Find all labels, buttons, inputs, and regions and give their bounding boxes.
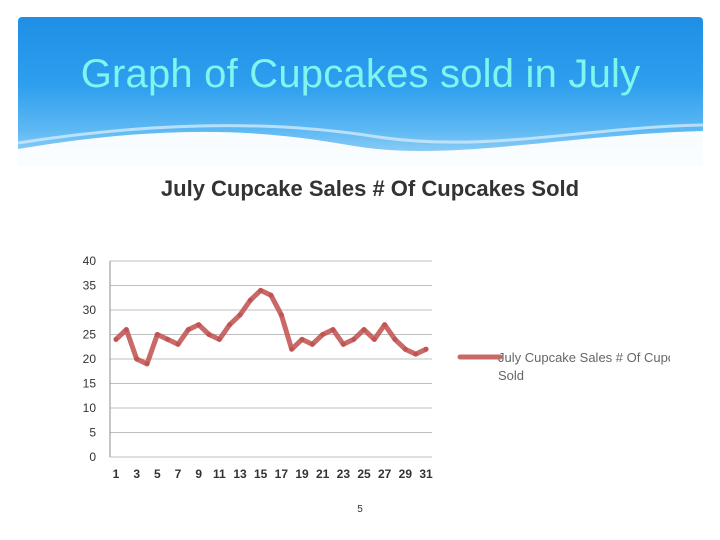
x-tick-label: 11	[213, 467, 226, 481]
x-tick-label: 21	[316, 467, 330, 481]
data-point	[423, 346, 429, 352]
data-point	[309, 341, 315, 347]
x-tick-label: 29	[399, 467, 413, 481]
y-tick-label: 25	[83, 328, 97, 342]
y-tick-label: 15	[83, 377, 97, 391]
x-tick-label: 23	[337, 467, 351, 481]
data-point	[340, 341, 346, 347]
page-number: 5	[357, 504, 363, 515]
x-tick-label: 31	[419, 467, 433, 481]
y-tick-label: 35	[83, 279, 97, 293]
y-tick-label: 5	[89, 426, 96, 440]
y-tick-label: 30	[83, 303, 97, 317]
data-point	[351, 336, 357, 342]
title-banner	[18, 17, 703, 167]
data-point	[144, 361, 150, 367]
data-point	[330, 327, 336, 333]
data-point	[185, 327, 191, 333]
series-line	[113, 287, 429, 367]
data-point	[247, 297, 253, 303]
data-point	[154, 332, 160, 337]
x-tick-label: 19	[295, 467, 309, 481]
x-tick-label: 15	[254, 467, 268, 481]
data-point	[299, 336, 305, 342]
data-point	[371, 336, 377, 342]
data-point	[289, 346, 295, 352]
x-tick-label: 3	[133, 467, 140, 481]
data-point	[134, 356, 140, 362]
data-point	[237, 312, 243, 318]
y-tick-label: 20	[83, 352, 97, 366]
data-point	[113, 336, 119, 342]
data-point	[227, 322, 233, 328]
data-point	[196, 322, 202, 328]
x-tick-label: 25	[357, 467, 371, 481]
data-point	[413, 351, 419, 357]
chart-title: July Cupcake Sales # Of Cupcakes Sold	[160, 176, 580, 201]
x-tick-label: 27	[378, 467, 392, 481]
data-point	[123, 327, 129, 333]
y-tick-label: 10	[83, 401, 97, 415]
data-point	[268, 292, 274, 298]
x-tick-label: 7	[175, 467, 182, 481]
banner-wave-decoration	[18, 123, 703, 167]
data-point	[216, 336, 222, 342]
x-tick-label: 1	[113, 467, 120, 481]
data-point	[320, 332, 326, 337]
data-point	[175, 341, 181, 347]
x-tick-label: 17	[275, 467, 289, 481]
data-point	[258, 287, 264, 293]
data-point	[392, 336, 398, 342]
data-point	[206, 332, 212, 337]
data-point	[278, 312, 284, 318]
y-tick-label: 40	[83, 254, 97, 268]
slide-title: Graph of Cupcakes sold in July	[80, 52, 641, 96]
x-tick-label: 9	[195, 467, 202, 481]
data-point	[361, 327, 367, 333]
x-tick-label: 5	[154, 467, 161, 481]
data-point	[382, 322, 388, 328]
data-point	[165, 336, 171, 342]
data-point	[402, 346, 408, 352]
x-tick-label: 13	[233, 467, 247, 481]
y-tick-label: 0	[89, 450, 96, 464]
